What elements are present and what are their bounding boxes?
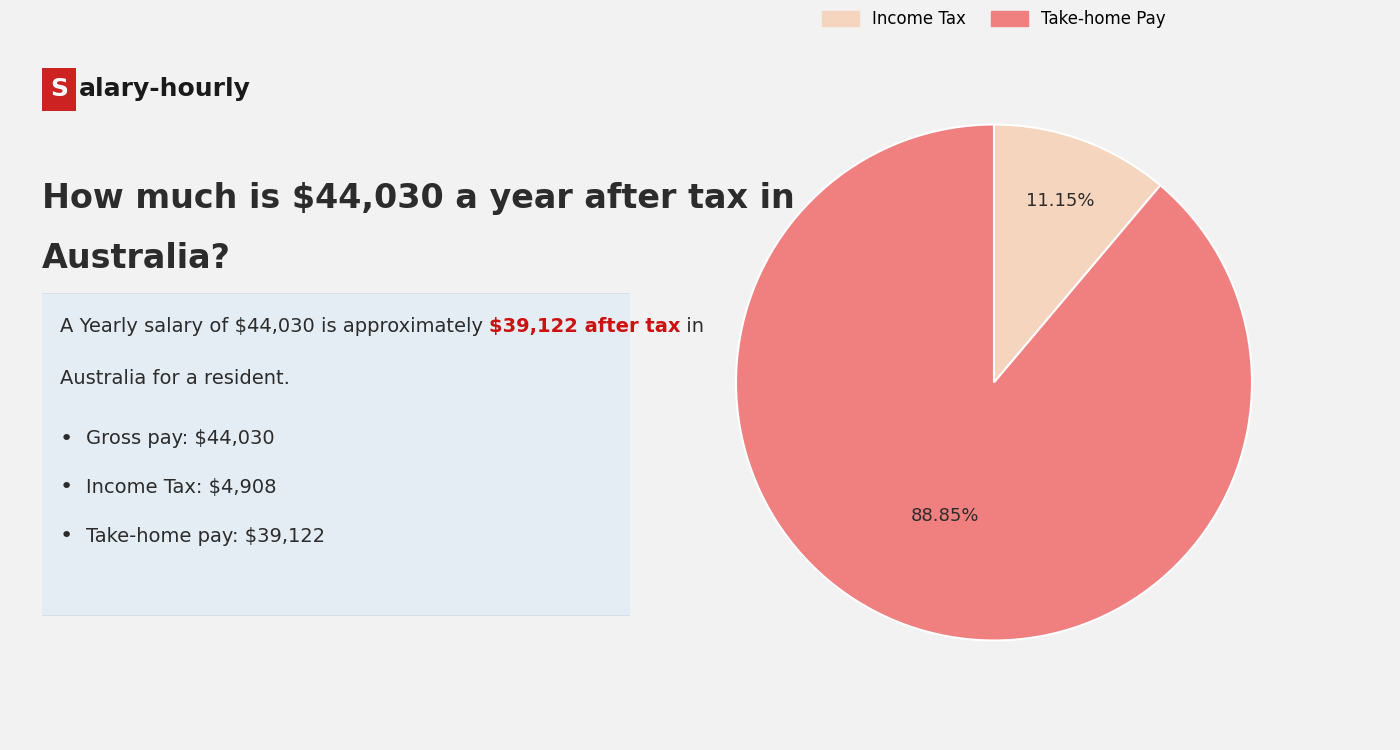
Text: Income Tax: $4,908: Income Tax: $4,908 — [87, 478, 277, 497]
Text: Australia for a resident.: Australia for a resident. — [60, 369, 290, 388]
Wedge shape — [736, 124, 1252, 640]
Text: •: • — [60, 429, 73, 448]
FancyBboxPatch shape — [42, 68, 76, 111]
Text: $39,122 after tax: $39,122 after tax — [489, 316, 680, 336]
Text: Australia?: Australia? — [42, 242, 231, 275]
FancyBboxPatch shape — [31, 292, 641, 615]
Text: 11.15%: 11.15% — [1026, 192, 1095, 210]
Text: Take-home pay: $39,122: Take-home pay: $39,122 — [87, 526, 325, 546]
Text: alary-hourly: alary-hourly — [78, 77, 251, 101]
Legend: Income Tax, Take-home Pay: Income Tax, Take-home Pay — [816, 4, 1172, 35]
Text: A Yearly salary of $44,030 is approximately: A Yearly salary of $44,030 is approximat… — [60, 316, 489, 336]
Text: •: • — [60, 478, 73, 497]
Text: How much is $44,030 a year after tax in: How much is $44,030 a year after tax in — [42, 182, 795, 215]
Wedge shape — [994, 124, 1161, 382]
Text: in: in — [680, 316, 704, 336]
Text: 88.85%: 88.85% — [911, 507, 980, 525]
Text: S: S — [50, 77, 69, 101]
Text: •: • — [60, 526, 73, 546]
Text: Gross pay: $44,030: Gross pay: $44,030 — [87, 429, 274, 448]
